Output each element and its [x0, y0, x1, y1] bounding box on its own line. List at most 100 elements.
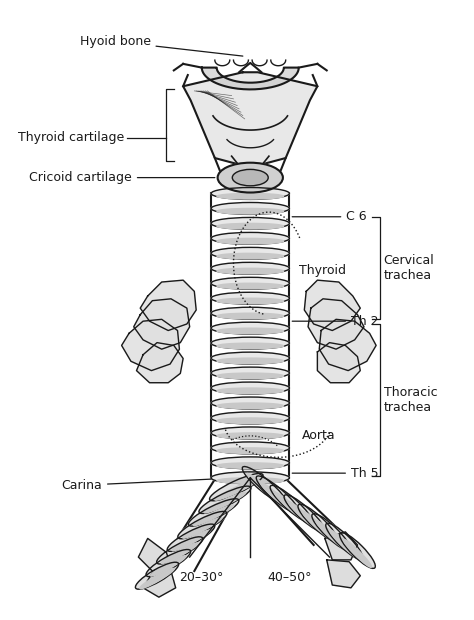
- Text: Aorta: Aorta: [301, 430, 335, 442]
- Text: Thoracic
trachea: Thoracic trachea: [383, 386, 437, 414]
- Ellipse shape: [161, 543, 198, 564]
- Polygon shape: [318, 343, 360, 383]
- Ellipse shape: [178, 512, 227, 539]
- Ellipse shape: [211, 218, 290, 229]
- Ellipse shape: [217, 418, 283, 423]
- Ellipse shape: [217, 268, 283, 274]
- Ellipse shape: [217, 343, 283, 348]
- Polygon shape: [202, 68, 299, 89]
- Text: 20–30°: 20–30°: [180, 571, 224, 584]
- Polygon shape: [140, 280, 196, 330]
- Ellipse shape: [172, 530, 210, 551]
- Ellipse shape: [211, 427, 290, 439]
- Ellipse shape: [156, 537, 203, 564]
- Polygon shape: [304, 280, 360, 330]
- Ellipse shape: [261, 483, 294, 512]
- Ellipse shape: [211, 457, 290, 469]
- Ellipse shape: [217, 313, 283, 319]
- Ellipse shape: [146, 549, 191, 577]
- Ellipse shape: [217, 223, 283, 229]
- Ellipse shape: [151, 556, 186, 576]
- Text: C 6: C 6: [292, 210, 367, 223]
- Text: Cervical
trachea: Cervical trachea: [383, 254, 434, 282]
- Text: Cricoid cartilage: Cricoid cartilage: [29, 171, 215, 184]
- Ellipse shape: [256, 476, 299, 513]
- Ellipse shape: [217, 448, 283, 453]
- Text: Hyoid bone: Hyoid bone: [80, 35, 243, 56]
- Ellipse shape: [217, 373, 283, 379]
- Ellipse shape: [217, 433, 283, 438]
- Ellipse shape: [217, 358, 283, 364]
- Ellipse shape: [188, 498, 239, 526]
- Ellipse shape: [217, 254, 283, 259]
- Ellipse shape: [211, 337, 290, 349]
- Ellipse shape: [232, 169, 268, 186]
- Ellipse shape: [217, 298, 283, 304]
- Polygon shape: [122, 319, 179, 371]
- Ellipse shape: [211, 322, 290, 334]
- Ellipse shape: [270, 485, 311, 523]
- Ellipse shape: [217, 193, 283, 199]
- Polygon shape: [327, 560, 360, 588]
- Ellipse shape: [326, 523, 363, 559]
- Polygon shape: [183, 73, 318, 166]
- Ellipse shape: [211, 232, 290, 244]
- Ellipse shape: [211, 292, 290, 304]
- Ellipse shape: [211, 382, 290, 394]
- Ellipse shape: [215, 480, 257, 500]
- Ellipse shape: [274, 492, 307, 521]
- Ellipse shape: [302, 511, 333, 539]
- Polygon shape: [325, 532, 357, 560]
- Ellipse shape: [217, 283, 283, 289]
- Ellipse shape: [217, 238, 283, 244]
- Ellipse shape: [136, 562, 179, 589]
- Text: Thyroid: Thyroid: [299, 264, 346, 277]
- Ellipse shape: [211, 203, 290, 215]
- Ellipse shape: [211, 442, 290, 454]
- Ellipse shape: [211, 367, 290, 379]
- Ellipse shape: [183, 518, 222, 538]
- Ellipse shape: [288, 502, 320, 531]
- Ellipse shape: [211, 277, 290, 289]
- Ellipse shape: [211, 412, 290, 424]
- Ellipse shape: [217, 478, 283, 484]
- Ellipse shape: [211, 262, 290, 274]
- Text: Th 2: Th 2: [292, 315, 378, 328]
- Polygon shape: [308, 299, 364, 349]
- Ellipse shape: [298, 504, 337, 541]
- Ellipse shape: [242, 466, 286, 504]
- Ellipse shape: [339, 533, 375, 569]
- Polygon shape: [134, 299, 190, 349]
- Ellipse shape: [199, 486, 251, 513]
- Ellipse shape: [217, 463, 283, 469]
- Text: 40–50°: 40–50°: [267, 571, 312, 584]
- Ellipse shape: [211, 187, 290, 200]
- Ellipse shape: [344, 539, 372, 567]
- Polygon shape: [137, 343, 183, 383]
- Ellipse shape: [330, 530, 359, 558]
- Ellipse shape: [312, 514, 350, 550]
- Polygon shape: [319, 319, 376, 371]
- Ellipse shape: [210, 474, 263, 501]
- Ellipse shape: [217, 208, 283, 214]
- Text: Carina: Carina: [61, 478, 236, 492]
- Text: Th 5: Th 5: [292, 467, 379, 480]
- Text: Thyroid cartilage: Thyroid cartilage: [18, 131, 124, 144]
- Ellipse shape: [211, 352, 290, 364]
- Ellipse shape: [204, 492, 246, 513]
- Polygon shape: [138, 538, 171, 571]
- Ellipse shape: [211, 247, 290, 259]
- Ellipse shape: [140, 569, 174, 589]
- Ellipse shape: [167, 524, 215, 551]
- Ellipse shape: [193, 505, 234, 526]
- Ellipse shape: [217, 328, 283, 334]
- Polygon shape: [143, 571, 176, 597]
- Ellipse shape: [247, 474, 282, 503]
- Ellipse shape: [211, 472, 290, 484]
- Ellipse shape: [316, 520, 346, 549]
- Ellipse shape: [217, 403, 283, 409]
- Ellipse shape: [211, 308, 290, 319]
- Ellipse shape: [217, 388, 283, 394]
- Ellipse shape: [284, 495, 324, 532]
- Ellipse shape: [218, 162, 283, 193]
